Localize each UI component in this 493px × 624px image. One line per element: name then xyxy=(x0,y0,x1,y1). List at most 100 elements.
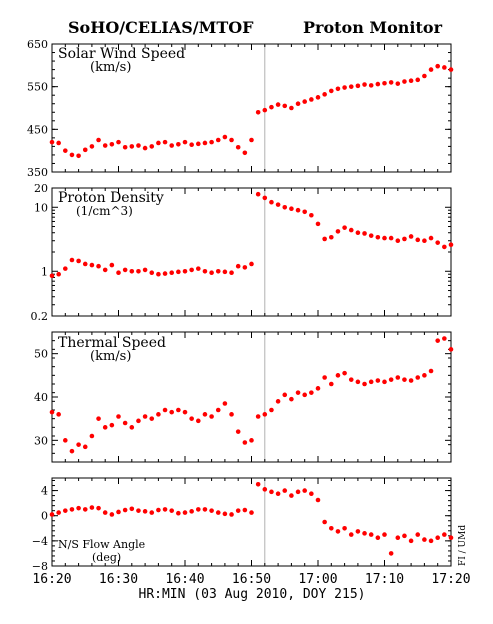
data-point xyxy=(282,392,288,398)
data-point xyxy=(116,509,121,515)
data-point xyxy=(302,209,308,215)
data-point xyxy=(96,416,101,421)
data-point xyxy=(442,532,447,537)
data-point xyxy=(229,137,234,143)
data-point xyxy=(222,269,228,275)
data-point xyxy=(235,429,241,434)
panel-thermal-speed: 30 40 50 Thermal Speed(km/s) xyxy=(34,331,454,463)
data-point xyxy=(262,412,268,417)
data-point xyxy=(315,221,321,227)
data-point xyxy=(295,101,301,107)
data-point xyxy=(235,263,241,269)
data-point xyxy=(375,81,381,87)
data-point xyxy=(235,144,241,150)
data-point xyxy=(142,509,148,514)
data-point xyxy=(348,532,354,537)
data-point xyxy=(229,512,234,517)
data-point xyxy=(202,140,208,146)
data-point xyxy=(402,236,407,242)
data-point xyxy=(56,412,61,417)
data-point xyxy=(182,139,188,145)
data-point xyxy=(149,144,155,149)
data-point xyxy=(222,134,228,140)
data-point xyxy=(428,235,434,241)
data-point xyxy=(189,267,194,273)
y-tick-label: 30 xyxy=(34,434,48,447)
data-point xyxy=(202,412,208,417)
data-point xyxy=(309,491,314,497)
y-tick-label: 40 xyxy=(34,391,48,404)
data-point xyxy=(422,537,427,542)
data-point xyxy=(122,420,128,426)
data-point xyxy=(448,242,454,248)
panel-title: Solar Wind Speed xyxy=(58,46,185,62)
data-point xyxy=(89,144,95,149)
data-point xyxy=(355,529,361,534)
data-point xyxy=(375,378,381,383)
data-point xyxy=(49,273,55,279)
data-point xyxy=(342,85,347,90)
data-point xyxy=(402,79,407,84)
data-point xyxy=(76,442,81,447)
credit-label: FI / UMd xyxy=(458,525,468,566)
data-point xyxy=(255,481,261,487)
data-point xyxy=(162,139,168,145)
data-point xyxy=(408,378,414,383)
data-point xyxy=(395,238,401,244)
data-point xyxy=(89,262,95,268)
data-point xyxy=(362,82,367,87)
data-point xyxy=(49,409,55,415)
data-point xyxy=(89,433,95,439)
data-point xyxy=(69,257,75,263)
data-point xyxy=(435,535,441,541)
panel-proton-density: 0.2 1 10 20 Proton Density(1/cm^3) xyxy=(31,182,454,323)
data-point xyxy=(222,401,228,406)
data-point xyxy=(215,510,221,515)
data-point xyxy=(315,497,321,503)
data-point xyxy=(408,234,414,239)
data-point xyxy=(269,104,274,110)
data-point xyxy=(269,407,274,413)
data-point xyxy=(202,268,208,274)
data-point xyxy=(49,512,55,517)
data-point xyxy=(282,204,288,210)
data-point xyxy=(289,206,294,211)
data-point xyxy=(96,263,101,269)
data-point xyxy=(355,230,361,236)
data-point xyxy=(382,80,387,86)
data-point xyxy=(182,268,188,274)
data-point xyxy=(102,267,108,273)
data-point xyxy=(249,510,254,515)
data-point xyxy=(69,152,75,158)
y-tick-label: 0 xyxy=(41,510,48,523)
data-point xyxy=(342,525,347,531)
data-point xyxy=(262,195,268,201)
data-point xyxy=(382,235,387,241)
data-point xyxy=(335,529,341,534)
y-tick-label: 1 xyxy=(41,265,48,278)
data-point xyxy=(136,508,141,513)
data-point xyxy=(448,67,454,72)
data-point xyxy=(149,416,155,421)
data-point xyxy=(309,212,314,218)
data-point xyxy=(209,508,214,513)
data-point xyxy=(129,144,135,149)
data-point xyxy=(56,271,61,277)
data-point xyxy=(302,488,308,493)
x-tick-label: 17:20 xyxy=(431,572,470,587)
data-point xyxy=(215,268,221,274)
data-point xyxy=(96,137,101,143)
data-point xyxy=(196,141,201,147)
data-point xyxy=(415,77,421,83)
data-point xyxy=(109,141,115,147)
data-point xyxy=(196,418,201,424)
y-tick-label: 450 xyxy=(27,123,48,136)
data-point xyxy=(388,235,394,241)
data-point xyxy=(255,191,261,197)
data-point xyxy=(149,510,155,515)
data-point xyxy=(129,506,135,512)
figure-title-right: Proton Monitor xyxy=(303,18,443,37)
data-point xyxy=(275,202,281,207)
data-point xyxy=(76,258,81,264)
